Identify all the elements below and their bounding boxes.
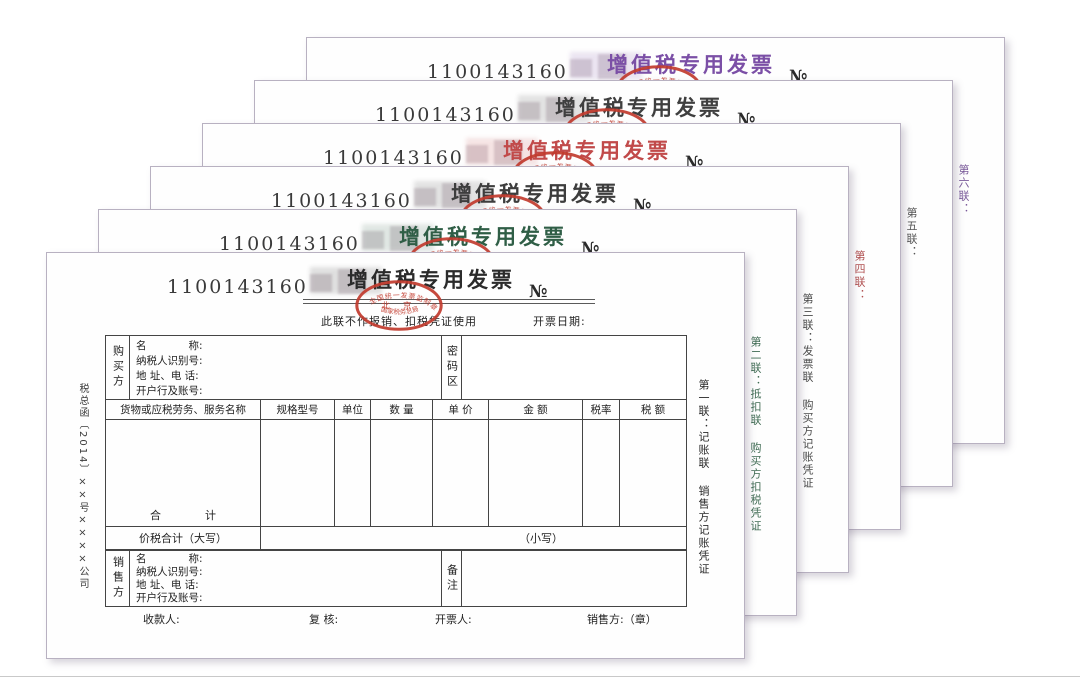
password-area-label: 密码区 — [442, 336, 462, 399]
col-spec: 规格型号 — [261, 400, 335, 419]
buyer-address-label: 地 址、电 话: — [136, 370, 199, 382]
sum-row-label: 合 计 — [150, 509, 216, 522]
non-voucher-note: 此联不作报销、扣税凭证使用 — [321, 315, 477, 328]
seller-fields: 名 称: 纳税人识别号: 地 址、电 话: 开户行及账号: — [130, 551, 442, 606]
tax-supervision-stamp-icon: 全国统一发票监制章 北 京 国家税务总局 — [355, 280, 443, 331]
reviewer-label: 复 核: — [309, 613, 339, 626]
col-unit: 单位 — [335, 400, 371, 419]
seller-section-label: 销售方 — [106, 551, 130, 606]
svg-text:国家税务总局: 国家税务总局 — [380, 305, 420, 316]
total-row: 价税合计（大写） （小写） — [106, 527, 686, 549]
copy-label: 第一联：记账联 销售方记账凭证 — [697, 379, 710, 576]
buyer-section-label: 购买方 — [106, 336, 130, 399]
total-in-words-label: 价税合计（大写） — [106, 527, 261, 549]
buyer-section: 购买方 名 称: 纳税人识别号: 地 址、电 话: 开户行及账号: 密码区 — [106, 336, 686, 400]
seller-seal-label: 销售方:（章） — [587, 613, 657, 626]
invoice-code: 1100143160 — [167, 276, 308, 298]
buyer-fields: 名 称: 纳税人识别号: 地 址、电 话: 开户行及账号: — [130, 336, 442, 399]
copy-label: 第二联：抵扣联 购买方扣税凭证 — [749, 336, 762, 533]
password-area — [462, 336, 686, 399]
signature-row: 收款人: 复 核: 开票人: 销售方:（章） — [47, 611, 744, 629]
invoice-code: 1100143160 — [375, 104, 516, 126]
buyer-name-label: 名 称: — [136, 340, 203, 352]
copy-label: 第三联：发票联 购买方记账凭证 — [801, 293, 814, 490]
copy-label: 第五联： — [905, 207, 918, 259]
invoice-form-table: 购买方 名 称: 纳税人识别号: 地 址、电 话: 开户行及账号: 密码区 货物… — [105, 335, 687, 550]
seller-address-label: 地 址、电 话: — [136, 579, 199, 591]
col-tax-amount: 税 额 — [640, 404, 666, 416]
buyer-bank-label: 开户行及账号: — [136, 385, 203, 397]
col-tax-rate: 税率 — [583, 400, 620, 419]
copy-label: 第六联： — [957, 164, 970, 216]
total-in-figures-label: （小写） — [519, 532, 563, 545]
title-underline — [303, 299, 595, 304]
copy-label: 第四联： — [853, 250, 866, 302]
payee-label: 收款人: — [143, 613, 180, 626]
invoice-number-symbol: № — [529, 282, 548, 302]
remark-area — [462, 551, 686, 606]
items-body: 合 计 — [106, 420, 686, 527]
buyer-taxid-label: 纳税人识别号: — [136, 355, 203, 367]
seller-bank-label: 开户行及账号: — [136, 592, 203, 604]
drawer-label: 开票人: — [435, 613, 472, 626]
invoice-sheet-copy-1: 1100143160 增值税专用发票 № 此联不作报销、扣税凭证使用 开票日期:… — [46, 252, 745, 659]
col-quantity: 数 量 — [371, 400, 433, 419]
stamp-middle-text: 北 京 — [381, 301, 417, 311]
document-ref-note: 税总函〔2014〕××号××××公司 — [77, 383, 88, 591]
issue-date-label: 开票日期: — [533, 315, 586, 328]
col-item-name: 货物或应税劳务、服务名称 — [106, 400, 261, 419]
invoice-code: 1100143160 — [219, 233, 360, 255]
bottom-edge-line — [0, 676, 1080, 677]
invoice-code: 1100143160 — [323, 147, 464, 169]
invoice-code: 1100143160 — [427, 61, 568, 83]
col-unit-price: 单 价 — [433, 400, 489, 419]
seller-section: 销售方 名 称: 纳税人识别号: 地 址、电 话: 开户行及账号: 备注 — [105, 550, 687, 607]
stamp-arc-bottom-text: 国家税务总局 — [380, 305, 420, 316]
invoice-code: 1100143160 — [271, 190, 412, 212]
seller-name-label: 名 称: — [136, 553, 203, 565]
items-header-row: 货物或应税劳务、服务名称 规格型号 单位 数 量 单 价 金 额 税率 税 额 — [106, 400, 686, 420]
remark-label: 备注 — [442, 551, 462, 606]
censored-region-blur — [466, 138, 538, 165]
seller-taxid-label: 纳税人识别号: — [136, 566, 203, 578]
col-amount: 金 额 — [489, 400, 583, 419]
